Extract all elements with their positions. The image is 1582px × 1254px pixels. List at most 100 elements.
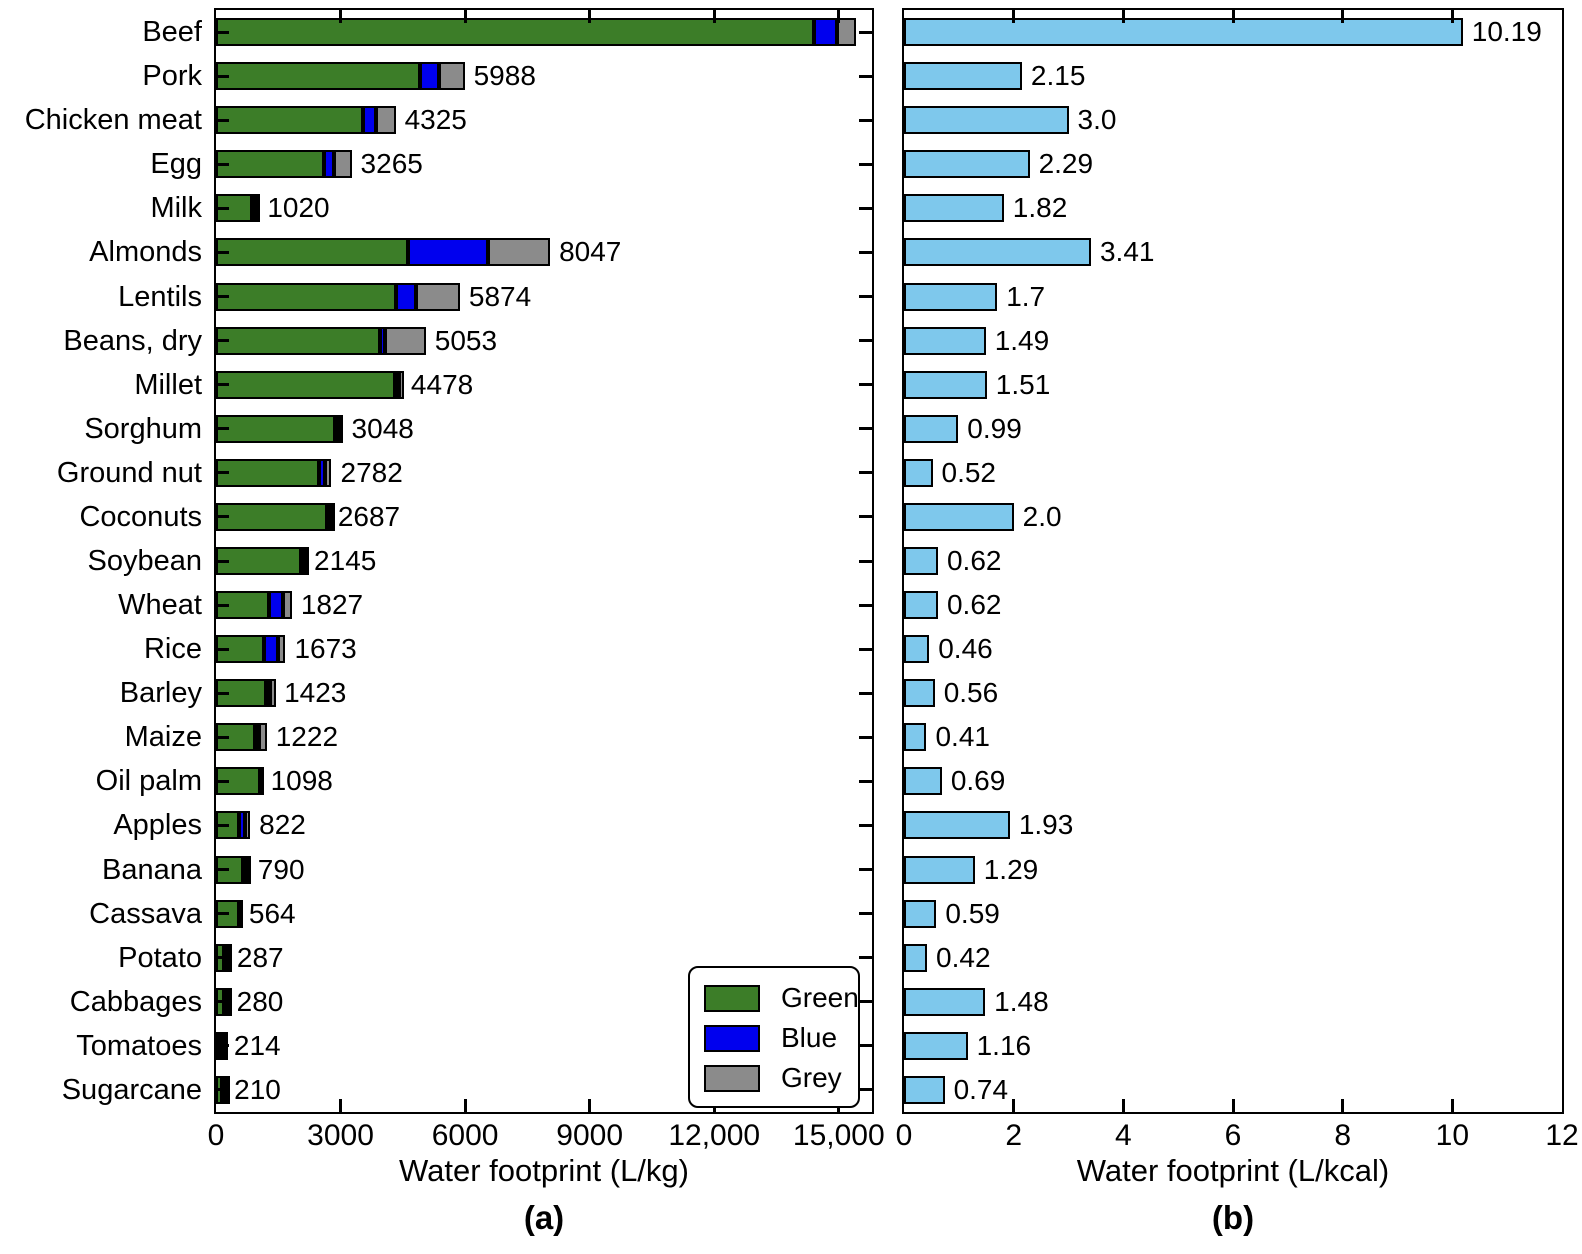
y-tick-right: [859, 339, 872, 343]
y-tick-left: [216, 1000, 229, 1004]
bar-value-label: 280: [236, 985, 284, 1017]
bar-segment-grey: [270, 679, 276, 708]
y-tick-left: [216, 603, 229, 607]
y-tick-left: [216, 868, 229, 872]
bar-value-label: 5053: [434, 324, 498, 356]
category-label: Tomatoes: [76, 1029, 202, 1062]
y-tick-right: [859, 956, 872, 960]
category-label: Cassava: [89, 897, 202, 930]
bar-segment-grey: [247, 855, 252, 884]
y-tick-right: [859, 603, 872, 607]
bar-segment-water footprint (l/kcal): [904, 62, 1022, 91]
bar-soybean: [216, 547, 309, 575]
x-tick-bottom: [1341, 1099, 1345, 1112]
bar-segment-blue: [255, 723, 260, 752]
bar-value-label: 1.93: [1018, 809, 1074, 841]
bar-barley: [216, 679, 276, 708]
bar-segment-green: [216, 62, 420, 91]
y-tick-left: [216, 1044, 229, 1048]
legend: Green Blue Grey: [688, 966, 860, 1108]
bar-segment-blue: [243, 855, 248, 884]
x-tick-top: [1341, 10, 1345, 23]
y-tick-right: [859, 735, 872, 739]
y-tick-left: [216, 250, 229, 254]
bar-segment-green: [216, 18, 815, 47]
y-tick-right: [859, 1088, 872, 1092]
category-label: Barley: [119, 677, 202, 710]
bar-coconuts: [216, 502, 335, 531]
category-label: Potato: [118, 941, 202, 974]
y-tick-left: [216, 823, 229, 827]
category-label: Pork: [142, 60, 202, 93]
bar-millet: [904, 370, 987, 399]
x-tick-top: [837, 10, 841, 23]
y-tick-left: [216, 206, 229, 210]
y-tick-right: [859, 118, 872, 122]
bar-egg: [216, 150, 352, 179]
y-tick-left: [216, 912, 229, 916]
bar-segment-blue: [318, 458, 325, 487]
bar-cassava: [904, 899, 937, 928]
bar-segment-water footprint (l/kcal): [904, 282, 998, 311]
bar-segment-water footprint (l/kcal): [904, 635, 930, 664]
bar-value-label: 2145: [314, 545, 377, 576]
category-label: Millet: [134, 368, 202, 401]
bar-beef: [904, 18, 1463, 47]
bar-tomatoes: [904, 1031, 968, 1060]
bar-value-label: 0.41: [935, 721, 990, 753]
x-tick-label: 0: [895, 1119, 913, 1152]
bar-segment-green: [216, 282, 396, 311]
bar-value-label: 822: [259, 809, 306, 841]
bar-ground-nut: [216, 458, 332, 487]
x-tick-label: 8: [1334, 1119, 1351, 1152]
bar-segment-blue: [263, 635, 278, 664]
bar-segment-water footprint (l/kcal): [904, 238, 1091, 267]
x-tick-label: 12,000: [668, 1119, 761, 1152]
bar-segment-blue: [251, 194, 256, 223]
bar-segment-water footprint (l/kcal): [904, 106, 1069, 135]
x-tick-top: [1231, 10, 1235, 23]
bar-value-label: 0.69: [950, 765, 1006, 797]
bar-value-label: 1.7: [1006, 280, 1046, 312]
x-tick-top: [1012, 10, 1016, 23]
category-label: Maize: [124, 721, 202, 754]
bar-value-label: 8047: [559, 236, 622, 268]
bar-segment-grey: [376, 106, 396, 135]
bar-segment-water footprint (l/kcal): [904, 767, 942, 796]
bar-value-label: 1.49: [994, 324, 1050, 356]
bar-ground-nut: [904, 458, 933, 487]
bar-segment-grey: [487, 238, 551, 267]
bar-wheat: [904, 591, 938, 620]
x-tick-label: 2: [1005, 1119, 1022, 1152]
bar-segment-grey: [277, 635, 286, 664]
y-tick-right: [859, 515, 872, 519]
category-label: Sugarcane: [61, 1073, 202, 1106]
category-label: Banana: [102, 853, 202, 886]
bar-value-label: 210: [234, 1073, 281, 1105]
bar-segment-green: [216, 106, 364, 135]
bar-coconuts: [904, 502, 1014, 531]
y-tick-left: [216, 30, 229, 34]
bar-soybean: [904, 547, 938, 575]
bar-segment-blue: [266, 679, 271, 708]
category-label: Milk: [150, 192, 202, 225]
panel-a-sublabel: (a): [523, 1199, 565, 1236]
bar-segment-water footprint (l/kcal): [904, 811, 1010, 840]
bar-almonds: [216, 238, 551, 267]
bar-segment-water footprint (l/kcal): [904, 987, 986, 1016]
bar-segment-water footprint (l/kcal): [904, 414, 959, 443]
bar-value-label: 1.48: [994, 985, 1049, 1017]
bar-segment-grey: [837, 18, 856, 47]
bar-value-label: 2.0: [1022, 500, 1062, 532]
bar-lentils: [216, 282, 460, 311]
bar-value-label: 0.62: [946, 545, 1002, 576]
y-tick-right: [859, 250, 872, 254]
bar-segment-grey: [255, 194, 260, 223]
blue-swatch: [704, 1024, 760, 1052]
y-tick-left: [216, 74, 229, 78]
y-tick-left: [216, 471, 229, 475]
y-tick-left: [216, 647, 229, 651]
bar-millet: [216, 370, 404, 399]
bar-apples: [904, 811, 1010, 840]
